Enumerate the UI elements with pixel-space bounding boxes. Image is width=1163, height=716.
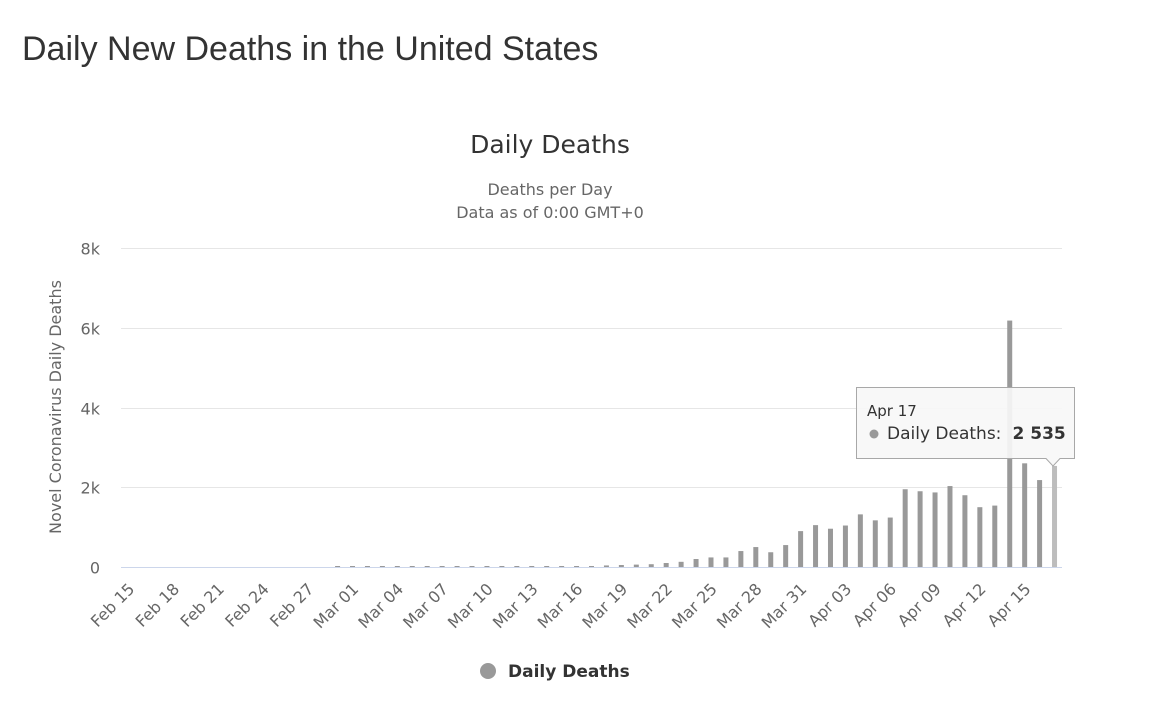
bar-apr-13[interactable] [992, 505, 998, 567]
bar-mar-09[interactable] [469, 566, 475, 567]
bar-mar-24[interactable] [693, 559, 699, 567]
x-tick-label: Apr 12 [939, 579, 990, 630]
bar-mar-25[interactable] [708, 557, 714, 567]
bar-mar-22[interactable] [663, 563, 669, 567]
bar-mar-08[interactable] [454, 566, 460, 567]
bar-mar-06[interactable] [424, 566, 430, 567]
bar-mar-29[interactable] [768, 552, 774, 567]
bar-mar-23[interactable] [678, 561, 684, 567]
tooltip-series-marker [869, 429, 879, 439]
x-tick-label: Mar 19 [578, 579, 631, 632]
bar-apr-06[interactable] [887, 517, 893, 567]
chart-subtitle-line-2: Data as of 0:00 GMT+0 [456, 203, 644, 222]
page-title: Daily New Deaths in the United States [22, 30, 599, 68]
bar-mar-12[interactable] [514, 566, 520, 567]
x-tick-label: Feb 21 [176, 579, 227, 630]
tooltip-date: Apr 17 [867, 402, 917, 420]
x-tick-label: Mar 01 [310, 579, 363, 632]
tooltip: Apr 17 Daily Deaths: 2 535 [856, 387, 1075, 467]
y-tick-label: 8k [81, 240, 101, 259]
bar-apr-08[interactable] [917, 491, 923, 567]
bar-mar-14[interactable] [544, 566, 550, 567]
legend-marker [480, 663, 496, 679]
bar-mar-13[interactable] [529, 566, 535, 567]
x-tick-label: Feb 27 [266, 579, 317, 630]
x-tick-label: Mar 16 [534, 579, 587, 632]
bar-apr-04[interactable] [857, 514, 863, 568]
x-tick-label: Mar 04 [354, 579, 407, 632]
bar-mar-01[interactable] [350, 566, 356, 567]
x-tick-label: Apr 03 [804, 579, 855, 630]
y-tick-label: 4k [81, 400, 101, 419]
y-axis-title: Novel Coronavirus Daily Deaths [46, 280, 65, 534]
x-tick-label: Apr 09 [894, 579, 945, 630]
bar-apr-16[interactable] [1037, 480, 1043, 567]
bar-mar-02[interactable] [364, 566, 370, 567]
x-tick-label: Feb 15 [87, 579, 138, 630]
bar-mar-18[interactable] [603, 565, 609, 567]
bar-mar-30[interactable] [783, 545, 789, 567]
bar-apr-02[interactable] [827, 528, 833, 567]
bar-apr-15[interactable] [1022, 463, 1028, 567]
bar-mar-11[interactable] [499, 566, 505, 567]
x-tick-label: Mar 25 [668, 579, 721, 632]
tooltip-box [856, 387, 1075, 467]
chart-subtitle-line-1: Deaths per Day [487, 180, 612, 199]
bar-mar-20[interactable] [633, 564, 639, 567]
x-tick-label: Mar 28 [713, 579, 766, 632]
bar-mar-04[interactable] [394, 566, 400, 567]
y-tick-label: 0 [90, 559, 100, 578]
bar-mar-27[interactable] [738, 551, 744, 567]
chart-title: Daily Deaths [470, 130, 630, 159]
bar-mar-03[interactable] [379, 566, 385, 567]
x-tick-label: Apr 15 [984, 579, 1035, 630]
bar-mar-15[interactable] [559, 566, 565, 567]
legend-label[interactable]: Daily Deaths [508, 662, 630, 682]
x-tick-label: Feb 24 [221, 579, 272, 630]
bar-apr-05[interactable] [872, 520, 878, 567]
bar-mar-17[interactable] [589, 566, 594, 567]
x-tick-label: Feb 18 [132, 579, 183, 630]
bar-mar-21[interactable] [648, 564, 654, 567]
bar-mar-26[interactable] [723, 557, 729, 567]
x-tick-label: Mar 22 [623, 579, 676, 632]
bar-apr-09[interactable] [932, 492, 938, 567]
x-tick-label: Mar 10 [444, 579, 497, 632]
bar-mar-28[interactable] [753, 547, 759, 567]
x-tick-label: Apr 06 [849, 579, 900, 630]
bar-feb-29[interactable] [335, 566, 341, 567]
y-tick-label: 6k [81, 320, 101, 339]
bar-apr-01[interactable] [813, 525, 819, 567]
bar-apr-03[interactable] [842, 525, 848, 567]
legend[interactable]: Daily Deaths [480, 662, 630, 682]
tooltip-series-label: Daily Deaths: [887, 424, 1001, 444]
bar-mar-07[interactable] [439, 566, 445, 567]
bar-apr-17[interactable] [1052, 465, 1058, 567]
bar-mar-10[interactable] [484, 566, 490, 567]
bar-mar-16[interactable] [574, 566, 580, 567]
bar-mar-19[interactable] [618, 565, 624, 567]
y-tick-label: 2k [81, 479, 101, 498]
x-tick-label: Mar 13 [489, 579, 542, 632]
bar-mar-05[interactable] [409, 566, 415, 567]
bar-apr-07[interactable] [902, 489, 908, 567]
bar-apr-12[interactable] [977, 507, 983, 567]
bar-apr-10[interactable] [947, 486, 953, 567]
tooltip-row: Daily Deaths: 2 535 [887, 424, 1066, 444]
x-tick-label: Mar 31 [758, 579, 811, 632]
bar-mar-31[interactable] [798, 531, 804, 567]
bar-apr-11[interactable] [962, 495, 968, 568]
x-tick-label: Mar 07 [399, 579, 452, 632]
tooltip-value: 2 535 [1013, 424, 1066, 444]
